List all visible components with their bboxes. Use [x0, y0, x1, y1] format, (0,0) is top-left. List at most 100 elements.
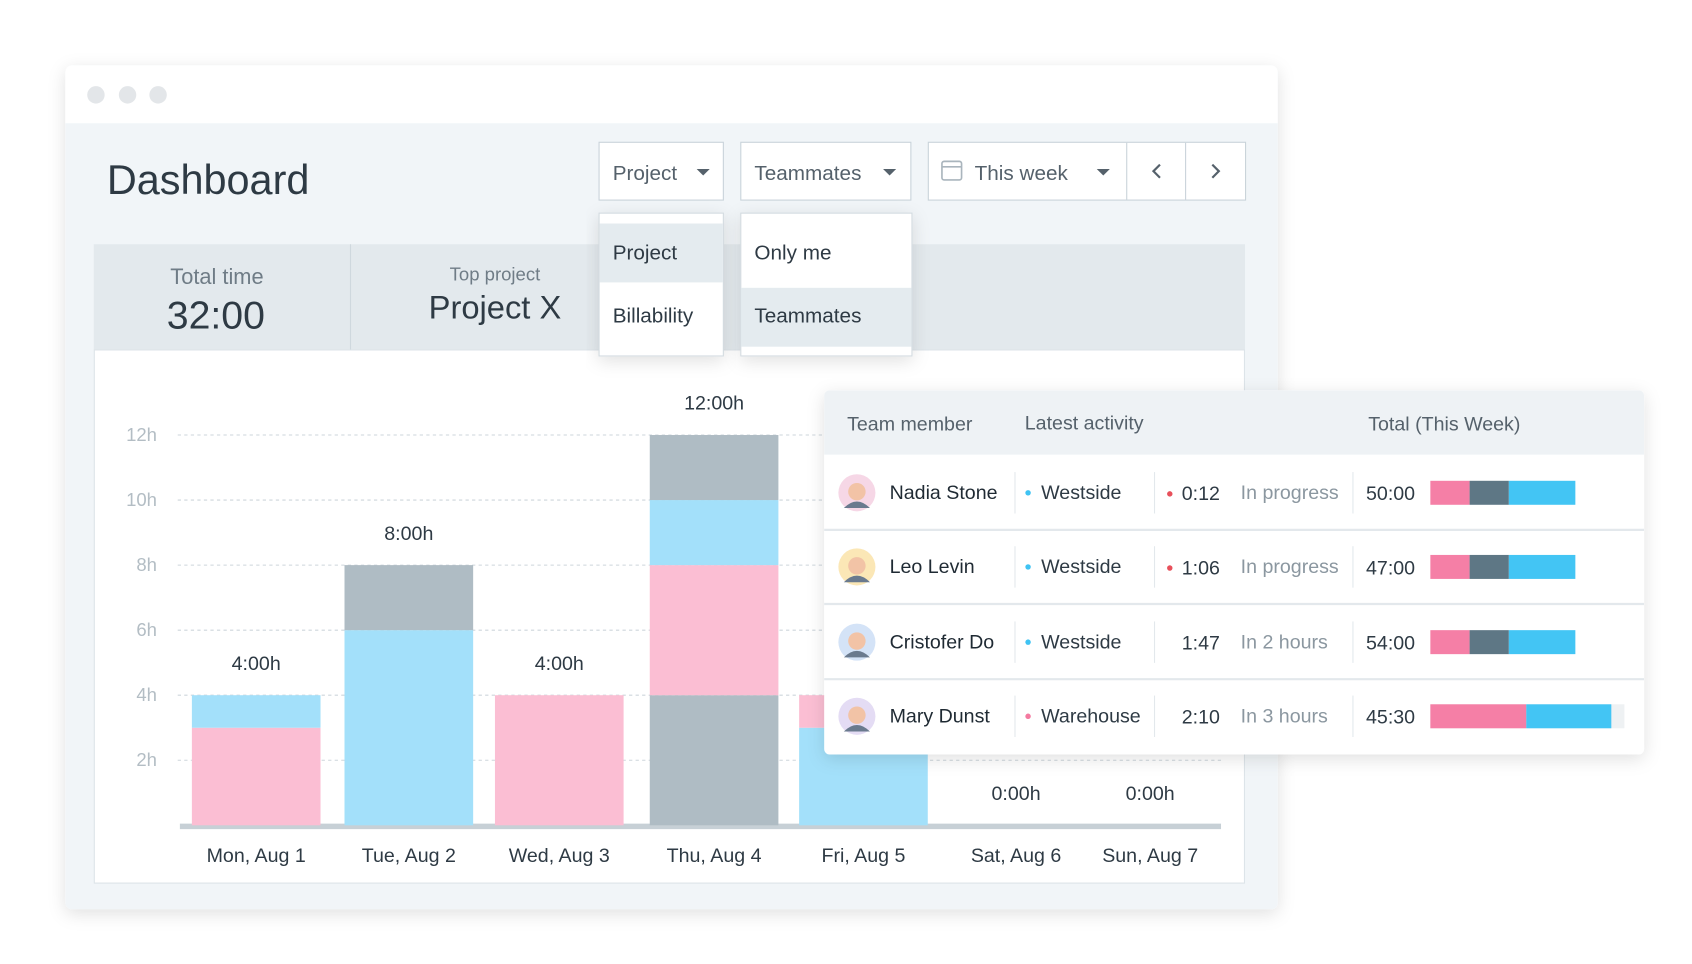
avatar-body: [843, 725, 870, 732]
menu-item[interactable]: Only me: [754, 242, 831, 265]
project-dot: [1025, 490, 1031, 496]
project-dot: [1025, 639, 1031, 645]
y-tick-label: 8h: [136, 554, 157, 575]
dropdown-label: Project: [613, 162, 678, 185]
window-dot[interactable]: [118, 86, 137, 104]
member-name: Leo Levin: [890, 556, 975, 578]
bar-total-label: 0:00h: [1126, 783, 1175, 805]
column-header: Total (This Week): [1368, 413, 1520, 435]
progress-segment: [1469, 630, 1509, 655]
project-name: Warehouse: [1041, 706, 1141, 728]
activity-time: 2:10: [1182, 707, 1220, 729]
window-dot[interactable]: [149, 86, 167, 104]
calendar-icon: [941, 160, 963, 181]
page-title: Dashboard: [107, 157, 310, 203]
project-name: Westside: [1041, 482, 1121, 504]
menu-item[interactable]: Billability: [613, 305, 694, 328]
project-name: Westside: [1041, 556, 1121, 578]
progress-segment: [1508, 630, 1576, 655]
progress-segment: [1430, 554, 1470, 579]
team-table: Team member Latest activity Total (This …: [824, 390, 1645, 755]
activity-status: In 3 hours: [1241, 706, 1328, 728]
caret: [883, 169, 897, 176]
range-picker[interactable]: [927, 141, 1247, 201]
running-dot: [1167, 491, 1173, 497]
avatar-body: [843, 501, 870, 509]
running-dot: [1167, 565, 1173, 571]
y-tick-label: 10h: [126, 489, 157, 510]
bar-segment: [649, 695, 779, 826]
progress-segment: [1469, 480, 1509, 505]
bar-segment: [494, 695, 624, 826]
title-bar: [65, 65, 1278, 124]
project-dot: [1025, 713, 1031, 720]
menu-item[interactable]: Teammates: [754, 305, 861, 328]
caret: [1096, 169, 1110, 176]
prev-button[interactable]: [1151, 163, 1161, 179]
bar-total-label: 4:00h: [232, 653, 281, 675]
window-dot[interactable]: [87, 86, 105, 104]
y-tick-label: 2h: [136, 749, 157, 770]
x-tick-label: Sat, Aug 6: [971, 845, 1062, 867]
next-button[interactable]: [1211, 163, 1221, 179]
bar-segment: [191, 727, 321, 826]
member-name: Mary Dunst: [890, 706, 991, 728]
menu-highlight: [741, 287, 912, 347]
menu-item[interactable]: Project: [613, 242, 678, 265]
x-tick-label: Wed, Aug 3: [509, 845, 610, 867]
progress-segment: [1430, 630, 1470, 655]
bar-total-label: 4:00h: [535, 653, 584, 675]
column-header: Team member: [847, 413, 973, 435]
avatar-body: [843, 575, 870, 583]
y-tick-label: 6h: [136, 619, 157, 640]
activity-status: In progress: [1241, 556, 1339, 578]
bar-total-label: 0:00h: [992, 783, 1041, 805]
avatar-face: [848, 557, 866, 575]
y-tick-label: 12h: [126, 424, 157, 445]
bar-segment: [191, 695, 321, 728]
filters: Project Teammates This week: [598, 141, 1247, 201]
menu-highlight: [599, 223, 723, 283]
x-tick-label: Thu, Aug 4: [667, 845, 762, 867]
caret: [696, 169, 710, 176]
stat-label: Total time: [170, 264, 263, 289]
dropdown-label: Teammates: [754, 162, 861, 185]
dropdown-label: This week: [975, 162, 1069, 185]
x-tick-label: Tue, Aug 2: [362, 845, 456, 867]
activity-time: 1:47: [1182, 633, 1220, 655]
x-tick-label: Mon, Aug 1: [207, 845, 306, 867]
progress-segment: [1508, 554, 1576, 579]
stat-label: Top project: [450, 264, 541, 285]
progress-segment: [1469, 554, 1509, 579]
week-total: 50:00: [1366, 483, 1415, 505]
bar-total-label: 8:00h: [384, 523, 433, 545]
member-name: Cristofer Do: [890, 631, 995, 653]
activity-time: 1:06: [1182, 557, 1220, 579]
bar-segment: [649, 435, 779, 501]
project-name: Westside: [1041, 631, 1121, 653]
progress-segment: [1508, 480, 1576, 505]
bar-segment: [649, 565, 779, 696]
table-header: [824, 390, 1645, 455]
project-dot: [1025, 564, 1031, 570]
x-tick-label: Sun, Aug 7: [1102, 845, 1198, 867]
column-header: Latest activity: [1025, 412, 1144, 434]
project-menu: Project Billability: [598, 212, 724, 357]
stat-value: 32:00: [167, 294, 265, 338]
activity-status: In progress: [1241, 482, 1339, 504]
bar-total-label: 12:00h: [684, 393, 744, 415]
week-total: 54:00: [1366, 633, 1415, 655]
member-name: Nadia Stone: [890, 482, 998, 504]
teammates-menu: Only me Teammates: [740, 212, 913, 357]
avatar-face: [848, 632, 866, 650]
week-total: 45:30: [1366, 707, 1415, 729]
activity-status: In 2 hours: [1241, 631, 1328, 653]
teammates-dropdown[interactable]: [740, 141, 912, 201]
chart: 2h 4h 6h 8h 10h 12h 4:00h Mon, Aug 1 8:00h Tue, A…: [126, 393, 1222, 867]
avatar-face: [848, 482, 866, 501]
activity-time: 0:12: [1182, 483, 1220, 505]
progress-segment: [1430, 704, 1527, 729]
progress-segment: [1526, 704, 1612, 729]
